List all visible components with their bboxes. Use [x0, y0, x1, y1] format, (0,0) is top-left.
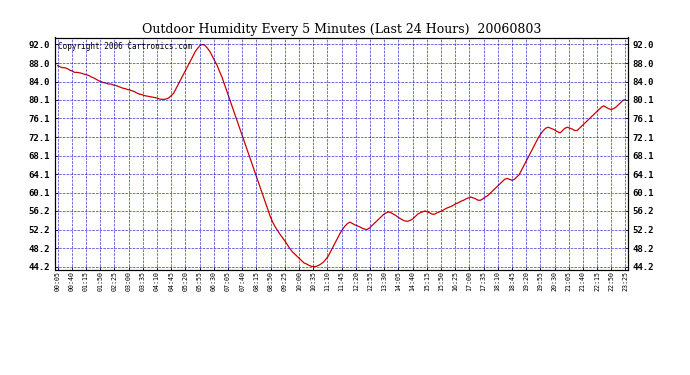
- Text: Copyright 2006 Cartronics.com: Copyright 2006 Cartronics.com: [58, 42, 193, 51]
- Title: Outdoor Humidity Every 5 Minutes (Last 24 Hours)  20060803: Outdoor Humidity Every 5 Minutes (Last 2…: [142, 23, 541, 36]
